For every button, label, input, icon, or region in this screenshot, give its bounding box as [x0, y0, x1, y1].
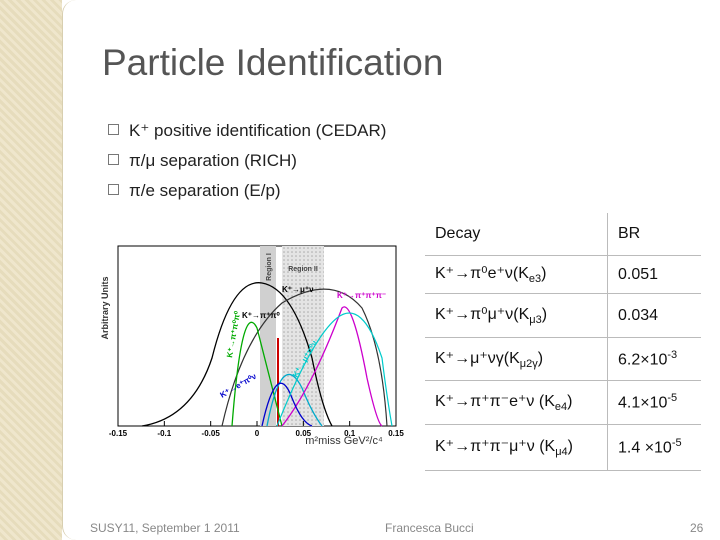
footer-left: SUSY11, September 1 2011 — [90, 521, 240, 535]
cell-text: 1.4 ×10-5 — [618, 437, 682, 457]
side-stripe — [0, 0, 62, 540]
cell-text: K⁺→π⁺π⁻e⁺ν (Ke4) — [435, 391, 572, 413]
bullet-box — [108, 124, 119, 135]
table-cell: K⁺→π⁺π⁻e⁺ν (Ke4) — [425, 381, 608, 424]
text-segment: e4 — [554, 401, 568, 414]
table-row: K⁺→π⁺π⁻μ⁺ν (Kμ4) 1.4 ×10-5 — [425, 425, 701, 471]
table-row: K⁺→π⁺π⁻e⁺ν (Ke4) 4.1×10-5 — [425, 381, 701, 425]
cell-text: 6.2×10-3 — [618, 349, 677, 369]
text-segment: K⁺→μ⁺νγ(K — [435, 349, 520, 367]
text-segment: e3 — [528, 273, 542, 286]
region-label: Region I — [266, 253, 273, 281]
table-row: K⁺→π⁰μ⁺ν(Kμ3) 0.034 — [425, 294, 701, 338]
x-tick-label: 0.1 — [344, 429, 356, 438]
cell-text: K⁺→μ⁺νγ(Kμ2γ) — [435, 348, 543, 370]
x-axis-label: m²miss GeV²/c⁴ — [305, 435, 383, 447]
text-segment: ) — [541, 265, 547, 283]
cell-text: K⁺→π⁰μ⁺ν(Kμ3) — [435, 304, 547, 326]
table-header: Decay BR — [425, 213, 701, 256]
text-segment: 0.034 — [618, 306, 659, 324]
page-number: 26 — [690, 521, 704, 535]
table-row: K⁺→μ⁺νγ(Kμ2γ) 6.2×10-3 — [425, 338, 701, 381]
curve-label: K⁺→π⁺π⁰ — [242, 311, 280, 320]
text-segment: ) — [567, 393, 573, 411]
table-cell: 4.1×10-5 — [608, 381, 701, 424]
bullet-text: π/μ separation (RICH) — [129, 151, 297, 170]
text-segment: μ2γ — [519, 358, 538, 371]
table-row: K⁺→π⁰e⁺ν(Ke3) 0.051 — [425, 256, 701, 294]
curve — [276, 312, 393, 427]
text-segment: 6.2×10 — [618, 351, 668, 369]
cell-text: 0.051 — [618, 266, 658, 284]
text-segment: ) — [541, 306, 548, 324]
bullet: K⁺ positive identification (CEDAR) — [108, 121, 386, 141]
text-segment: μ3 — [529, 314, 542, 327]
bullet: π/μ separation (RICH) — [108, 151, 297, 171]
bullet-text: K⁺ positive identification (CEDAR) — [129, 121, 387, 140]
text-segment: K⁺→π⁰μ⁺ν(K — [435, 306, 530, 324]
table-cell: K⁺→μ⁺νγ(Kμ2γ) — [425, 338, 608, 380]
bullet-box — [108, 184, 119, 195]
x-tick-label: -0.1 — [157, 429, 171, 438]
text-segment: ) — [567, 438, 573, 456]
cell-text: 4.1×10-5 — [618, 392, 677, 412]
bullet-box — [108, 154, 119, 165]
curve — [281, 306, 383, 427]
text-segment: K⁺→π⁺π⁻μ⁺ν (K — [435, 438, 556, 456]
x-tick-label: 0 — [255, 429, 260, 438]
table-cell: 6.2×10-3 — [608, 338, 701, 380]
x-tick-label: -0.15 — [109, 429, 128, 438]
cell-text: K⁺→π⁰e⁺ν(Ke3) — [435, 263, 547, 285]
header-cell: Decay — [425, 213, 608, 255]
x-tick-label: -0.05 — [202, 429, 221, 438]
y-axis-label: Arbitrary Units — [100, 276, 110, 339]
curve-label: K⁺→π⁺π⁺π⁻ — [337, 291, 386, 300]
text-segment: ) — [537, 349, 544, 367]
text-segment: μ4 — [555, 446, 568, 459]
table-cell: 1.4 ×10-5 — [608, 425, 701, 470]
text-segment: 1.4 ×10 — [618, 439, 672, 457]
text-segment: -5 — [667, 392, 678, 405]
slide-title: Particle Identification — [102, 42, 444, 83]
region-band — [260, 246, 276, 426]
x-tick-label: 0.15 — [388, 429, 404, 438]
plot: Arbitrary Units m²miss GeV²/c⁴ -0.15 -0.1 -0… — [100, 245, 404, 447]
table-cell: K⁺→π⁰μ⁺ν(Kμ3) — [425, 294, 608, 337]
decay-table: Decay BR K⁺→π⁰e⁺ν(Ke3) 0.051 K⁺→π⁰μ⁺ν(Kμ3) 0.… — [425, 213, 701, 471]
text-segment: -3 — [667, 348, 678, 361]
footer-center: Francesca Bucci — [385, 521, 474, 535]
table-cell: 0.034 — [608, 294, 701, 337]
text-segment: 0.051 — [618, 265, 659, 283]
table-cell: K⁺→π⁺π⁻μ⁺ν (Kμ4) — [425, 425, 608, 470]
curve-label: K⁺→μ⁺ν — [282, 285, 314, 294]
text-segment: K⁺→π⁰e⁺ν(K — [435, 265, 529, 283]
text-segment: -5 — [671, 437, 682, 450]
curve — [261, 382, 313, 427]
header-cell: BR — [618, 225, 641, 242]
plot-frame — [117, 245, 397, 427]
curve — [141, 282, 333, 427]
bullet-text: π/e separation (E/p) — [129, 181, 281, 200]
curve — [266, 373, 323, 427]
text-segment: K⁺→π⁺π⁻e⁺ν (K — [435, 393, 555, 411]
text-segment: 4.1×10 — [618, 394, 668, 412]
table-cell: K⁺→π⁰e⁺ν(Ke3) — [425, 256, 608, 293]
table-cell: 0.051 — [608, 256, 701, 293]
curve — [221, 288, 388, 427]
cell-text: K⁺→π⁺π⁻μ⁺ν (Kμ4) — [435, 436, 573, 458]
x-tick-label: 0.05 — [296, 429, 312, 438]
cell-text: 0.034 — [618, 307, 658, 325]
bullet: π/e separation (E/p) — [108, 181, 281, 201]
region-label: Region II — [288, 266, 318, 273]
